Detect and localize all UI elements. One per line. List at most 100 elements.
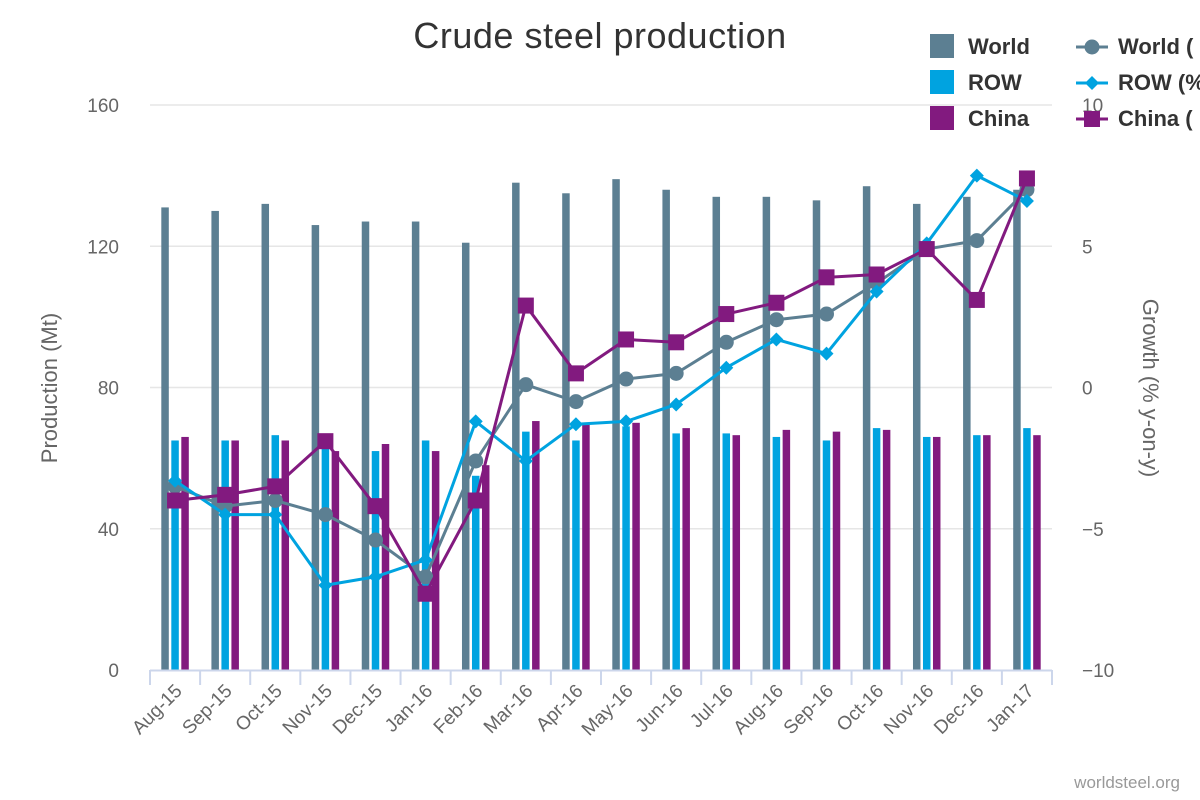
legend-swatch-row xyxy=(930,70,954,94)
legend: World ROW China World (ROW (% China ( xyxy=(930,34,1200,131)
bar-row xyxy=(973,435,981,670)
x-tick-label: Aug-16 xyxy=(730,681,788,739)
y-left-tick-label: 80 xyxy=(98,379,119,400)
bar-world xyxy=(862,186,871,670)
bar-row xyxy=(221,440,229,670)
bar-row xyxy=(572,440,580,670)
bar-china xyxy=(983,435,991,670)
marker-china-growth xyxy=(918,241,935,258)
marker-china-growth xyxy=(317,433,334,450)
bar-world xyxy=(361,221,370,670)
marker-world-growth xyxy=(468,453,484,469)
marker-row-growth xyxy=(568,417,583,432)
bar-china xyxy=(682,428,690,670)
marker-world-growth xyxy=(568,394,584,410)
bar-china xyxy=(1033,435,1041,670)
legend-label-china: China xyxy=(968,106,1030,131)
marker-world-growth xyxy=(618,371,634,387)
line-row-growth xyxy=(174,174,1028,587)
bar-row xyxy=(471,475,480,670)
marker-row-growth xyxy=(1019,194,1034,209)
bar-row xyxy=(371,451,380,670)
line-china-growth xyxy=(174,177,1029,596)
x-tick-label: Mar-16 xyxy=(480,681,537,738)
marker-row-growth xyxy=(719,360,734,375)
bar-china xyxy=(582,422,590,670)
x-tick-label: Dec-16 xyxy=(930,681,988,739)
x-tick-label: Dec-15 xyxy=(329,681,387,739)
marker-china-growth xyxy=(467,492,484,509)
marker-china-growth xyxy=(818,269,835,286)
marker-china-growth xyxy=(217,486,234,503)
bar-world xyxy=(812,200,821,670)
bar-world xyxy=(912,203,921,670)
y-left-tick-label: 0 xyxy=(108,661,119,682)
marker-row-growth xyxy=(769,332,784,347)
x-axis xyxy=(149,669,1053,685)
marker-row-growth xyxy=(418,552,433,567)
bar-china xyxy=(431,451,440,670)
bar-row xyxy=(772,436,781,670)
bar-row xyxy=(171,440,179,670)
bar-china xyxy=(782,429,791,670)
marker-world-growth xyxy=(718,334,734,350)
marker-world-growth xyxy=(518,377,534,393)
bar-china xyxy=(381,444,390,670)
bar-series-layer xyxy=(161,179,1041,670)
bar-china xyxy=(882,429,891,670)
bar-world xyxy=(762,196,771,670)
marker-china-growth xyxy=(417,585,434,602)
bar-world xyxy=(963,196,971,670)
legend-swatch-china xyxy=(930,106,954,130)
bar-world xyxy=(512,182,520,670)
bar-row xyxy=(522,431,530,670)
legend-label-world-growth: World ( xyxy=(1118,34,1194,59)
bar-world xyxy=(211,210,219,670)
marker-china-growth xyxy=(517,297,534,314)
bar-row xyxy=(922,436,931,670)
bar-row xyxy=(622,426,630,670)
y-axis-right-title: Growth (% y-on-y) xyxy=(1138,299,1163,477)
legend-swatch-world xyxy=(930,34,954,58)
credit-label[interactable]: worldsteel.org xyxy=(1073,773,1180,792)
y-right-tick-label: 5 xyxy=(1082,237,1093,258)
bar-china xyxy=(481,465,490,670)
legend-label-row-growth: ROW (% xyxy=(1118,70,1200,95)
bar-china xyxy=(732,435,741,670)
legend-label-world: World xyxy=(968,34,1030,59)
marker-row-growth xyxy=(218,507,233,522)
bar-china xyxy=(281,440,290,670)
marker-world-growth xyxy=(768,312,784,328)
bar-china xyxy=(632,422,640,670)
bar-row xyxy=(672,433,680,670)
x-tick-label: Feb-16 xyxy=(430,681,487,738)
y-right-tick-label: −10 xyxy=(1082,661,1114,682)
marker-row-growth xyxy=(318,578,333,593)
line-series-layer xyxy=(167,168,1035,602)
bar-china xyxy=(532,421,540,670)
marker-china-growth xyxy=(968,291,985,308)
marker-world-growth xyxy=(317,507,333,523)
y-left-tick-label: 160 xyxy=(87,96,119,117)
bar-china xyxy=(331,451,340,670)
marker-china-growth xyxy=(1018,170,1035,187)
marker-china-growth xyxy=(367,498,384,515)
bar-row xyxy=(271,435,280,670)
x-tick-label: Aug-15 xyxy=(128,681,186,739)
legend-marker-world-growth xyxy=(1084,39,1100,55)
y-axis-left-title: Production (Mt) xyxy=(37,313,62,463)
bar-row xyxy=(321,447,330,670)
chart-title: Crude steel production xyxy=(413,15,786,56)
marker-row-growth xyxy=(819,346,834,361)
x-tick-label: Jun-16 xyxy=(632,681,688,737)
line-world-growth xyxy=(174,188,1029,579)
marker-china-growth xyxy=(768,294,785,311)
marker-row-growth xyxy=(518,453,533,468)
bar-world xyxy=(311,225,320,670)
legend-label-china-growth: China ( xyxy=(1118,106,1193,131)
legend-marker-china-growth xyxy=(1084,111,1100,127)
legend-marker-row-growth xyxy=(1085,76,1099,90)
marker-china-growth xyxy=(618,331,635,348)
bar-row xyxy=(722,433,731,670)
